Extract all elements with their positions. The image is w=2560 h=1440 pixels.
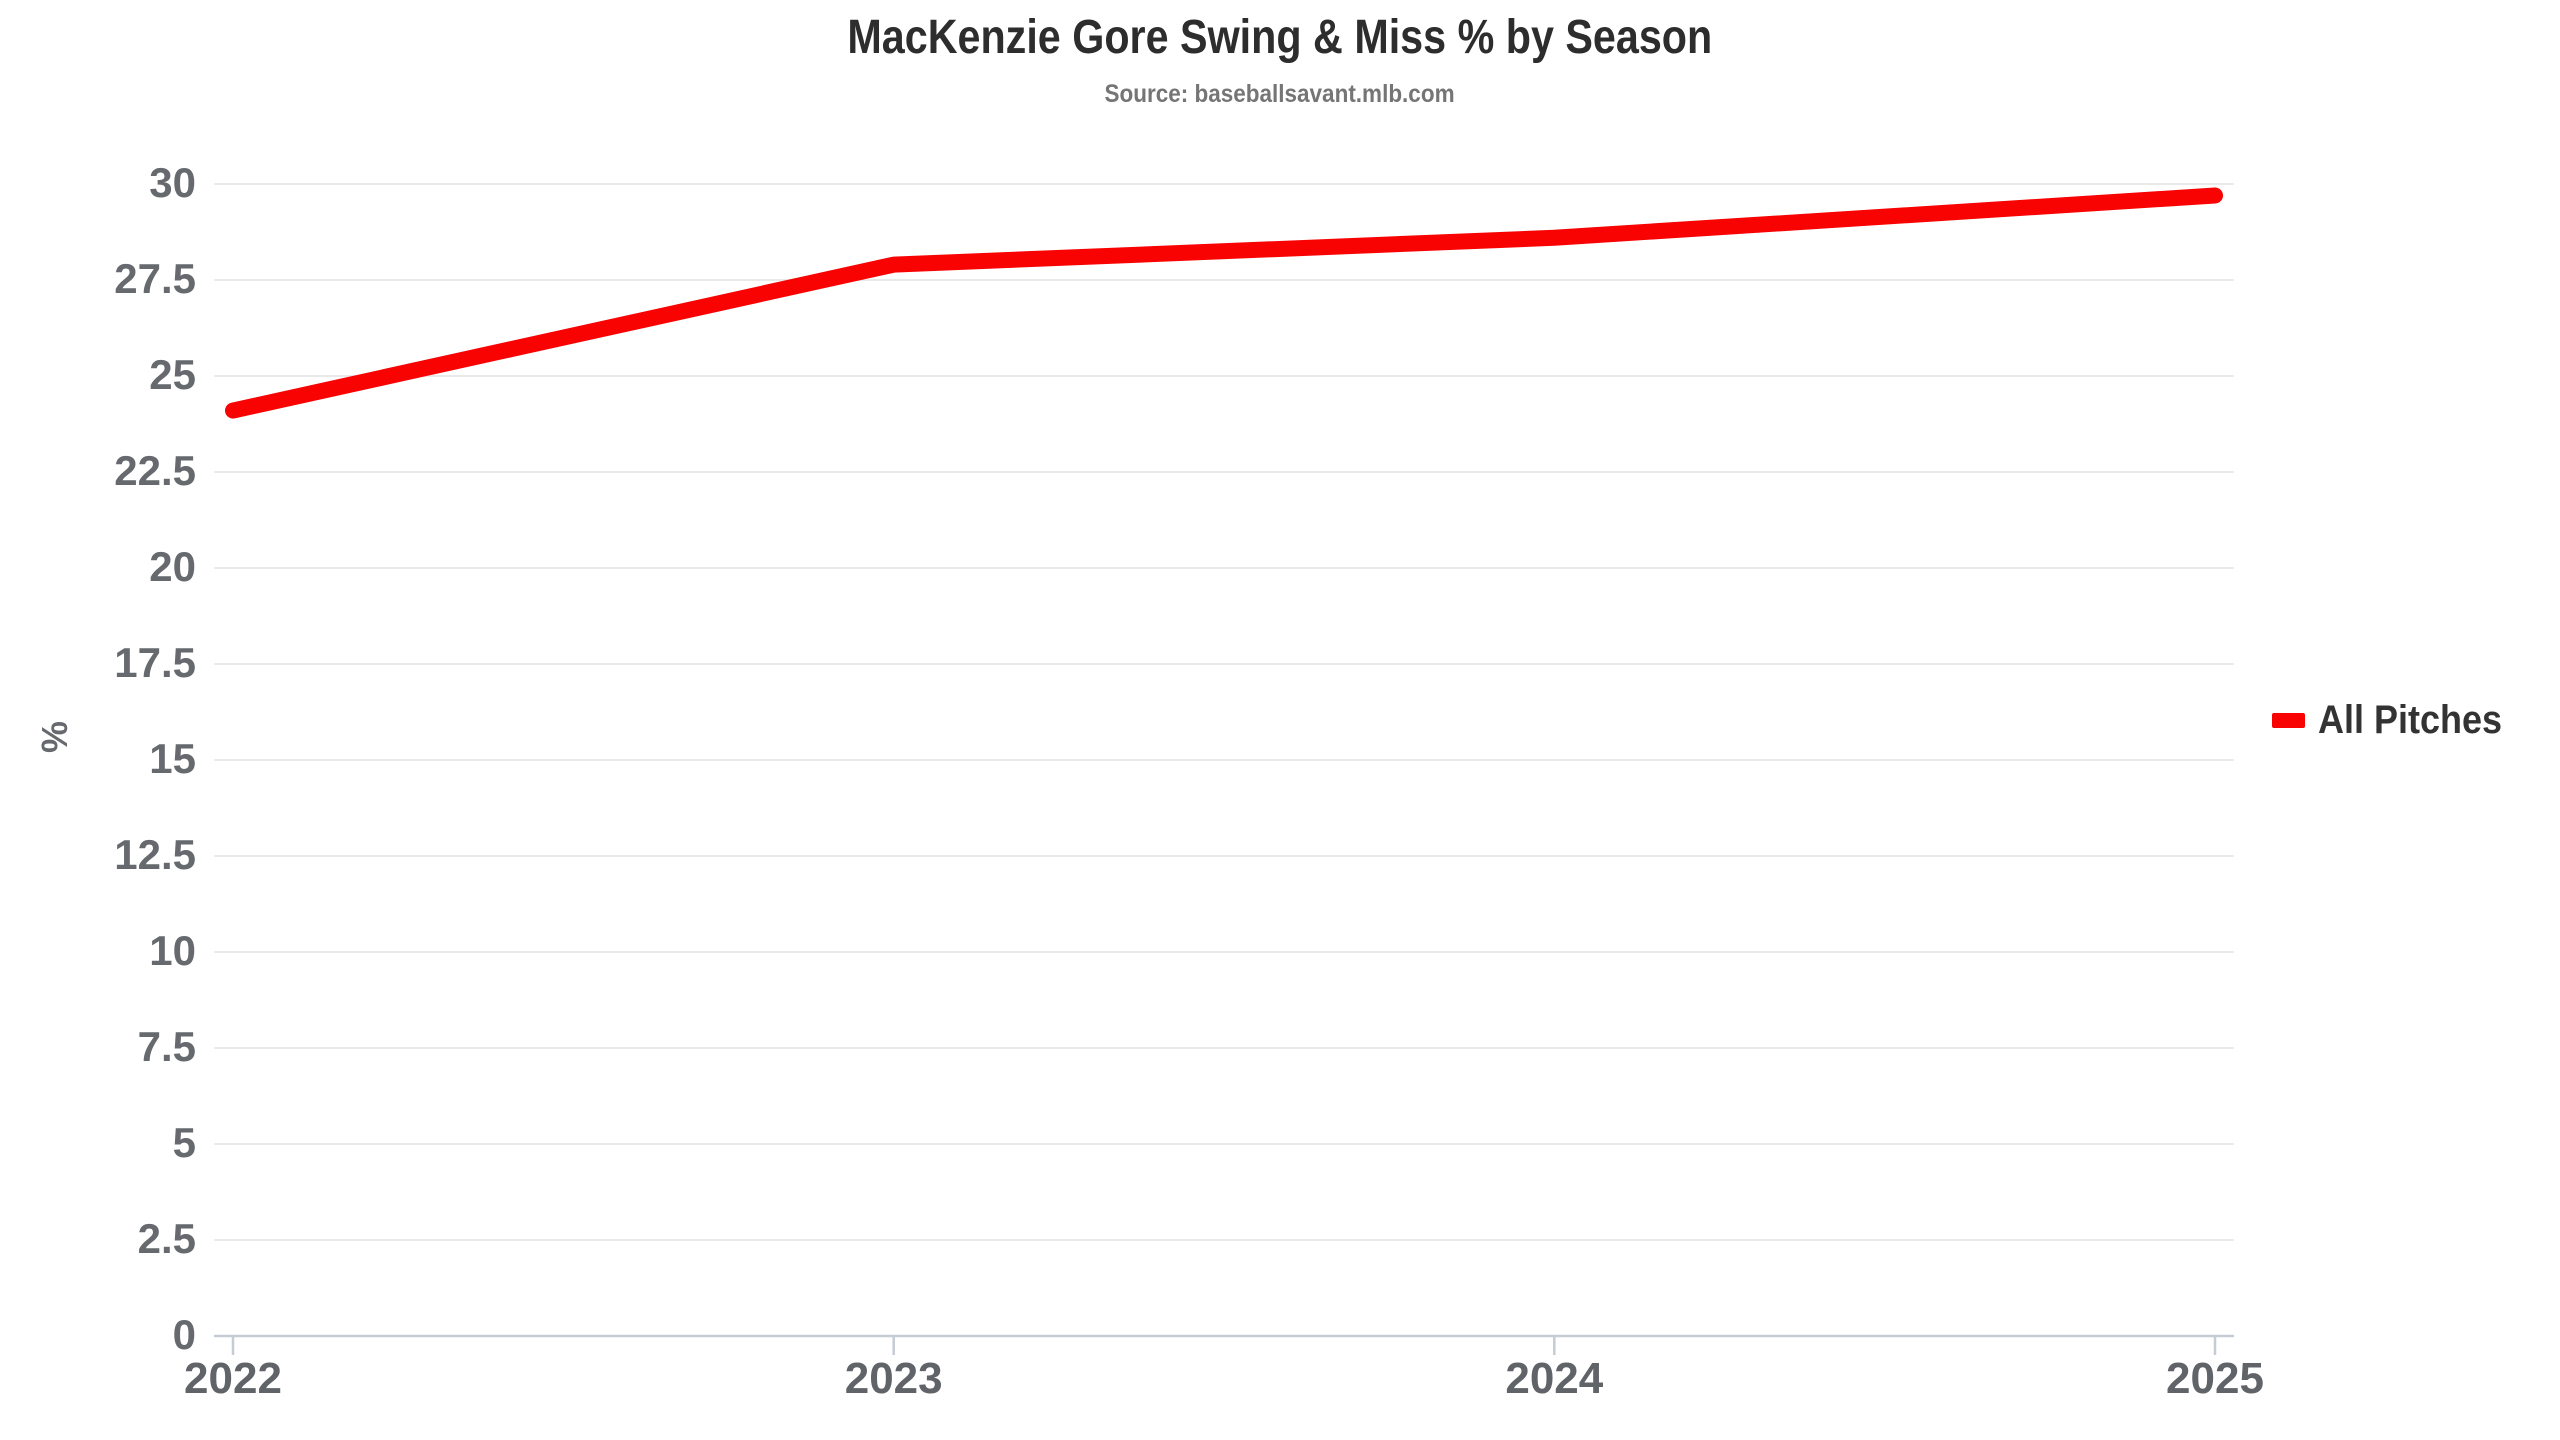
chart-subtitle-text: Source: baseballsavant.mlb.com <box>1104 80 1456 108</box>
legend: All Pitches <box>2272 700 2523 740</box>
y-tick-label-20: 20 <box>149 543 196 591</box>
y-tick-label-30: 30 <box>149 159 196 207</box>
y-tick-label-27.5: 27.5 <box>114 255 196 303</box>
y-tick-label-25: 25 <box>149 351 196 399</box>
y-tick-label-17.5: 17.5 <box>114 639 196 687</box>
chart-subtitle: Source: baseballsavant.mlb.com <box>0 80 2560 109</box>
y-tick-label-12.5: 12.5 <box>114 831 196 879</box>
y-axis-title: % <box>34 720 75 754</box>
x-tick-label-2023: 2023 <box>844 1354 943 1403</box>
chart-title-text: MacKenzie Gore Swing & Miss % by Season <box>847 11 1713 64</box>
series-line-all-pitches <box>225 187 2223 419</box>
legend-swatch-all-pitches <box>2272 712 2305 728</box>
y-tick-label-22.5: 22.5 <box>114 447 196 495</box>
legend-label-all-pitches: All Pitches <box>2318 698 2503 742</box>
y-tick-label-15: 15 <box>149 735 196 783</box>
y-tick-label-10: 10 <box>149 927 196 975</box>
x-tick-label-2024: 2024 <box>1505 1354 1604 1403</box>
y-tick-label-2.5: 2.5 <box>137 1215 196 1263</box>
x-tick-label-2025: 2025 <box>2166 1354 2264 1403</box>
x-tick-label-2022: 2022 <box>184 1354 282 1403</box>
y-tick-label-0: 0 <box>172 1311 196 1359</box>
y-tick-label-5: 5 <box>172 1119 196 1167</box>
y-tick-label-7.5: 7.5 <box>137 1023 196 1071</box>
chart-title: MacKenzie Gore Swing & Miss % by Season <box>0 10 2560 65</box>
